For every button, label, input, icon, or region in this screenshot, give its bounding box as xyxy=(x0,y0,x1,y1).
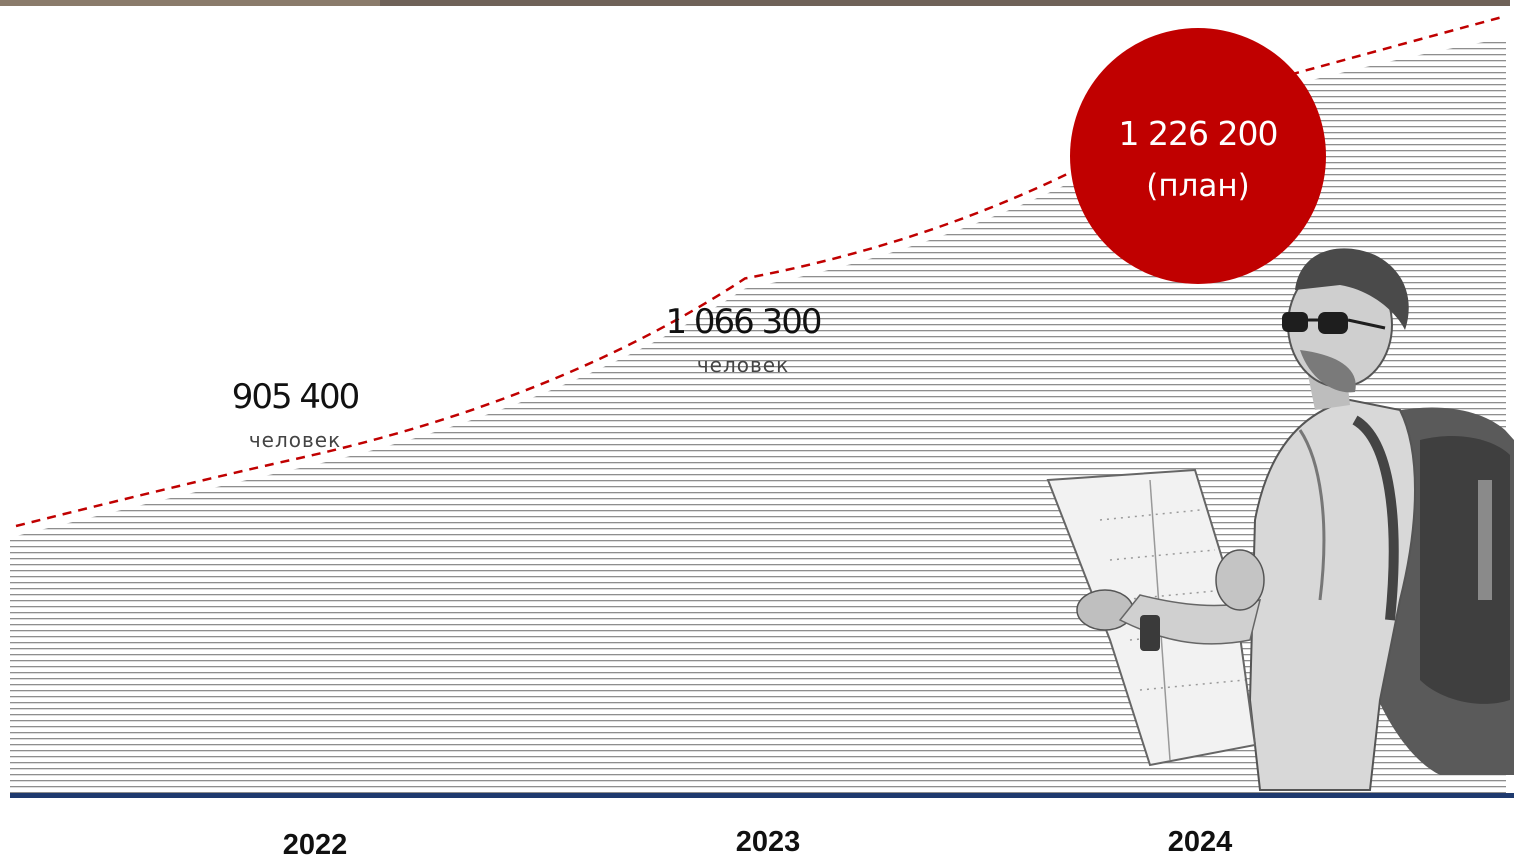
plan-badge: 1 226 200 (план) xyxy=(1070,28,1326,284)
plan-value: 1 226 200 xyxy=(1118,114,1279,153)
data-label-unit-2022: человек xyxy=(248,428,342,452)
top-photo-strip-right xyxy=(380,0,1510,6)
x-tick-2024: 2024 xyxy=(1167,826,1233,858)
data-label-value-2022: 905 400 xyxy=(231,377,361,417)
baseline xyxy=(10,793,1514,798)
plan-note: (план) xyxy=(1146,168,1250,204)
data-label-unit-2023: человек xyxy=(696,353,790,377)
top-photo-strip-left xyxy=(0,0,380,6)
data-label-value-2023: 1 066 300 xyxy=(665,302,822,342)
x-tick-2022: 2022 xyxy=(282,829,348,861)
traveler-icon xyxy=(1046,248,1514,791)
x-tick-2023: 2023 xyxy=(735,826,801,858)
